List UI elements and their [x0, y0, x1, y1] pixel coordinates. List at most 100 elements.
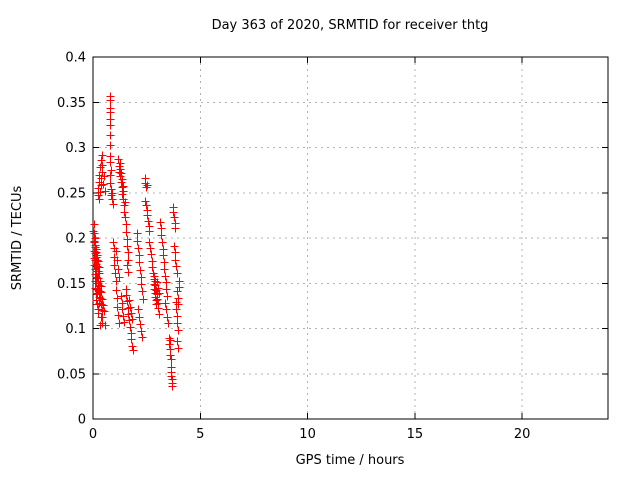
- data-point-plus-marker: [157, 231, 166, 240]
- data-point-plus-marker: [112, 247, 121, 256]
- data-point-plus-marker: [95, 281, 104, 290]
- y-tick-label: 0.35: [57, 96, 86, 111]
- data-point-plus-marker: [137, 280, 146, 289]
- data-point-plus-marker: [123, 235, 132, 244]
- data-point-plus-marker: [128, 342, 137, 351]
- data-point-plus-marker: [154, 304, 163, 313]
- data-point-plus-marker: [173, 319, 182, 328]
- data-point-plus-marker: [171, 224, 180, 233]
- data-point-plus-marker: [94, 257, 103, 266]
- data-point-plus-marker: [117, 169, 126, 178]
- data-point-plus-marker: [141, 179, 150, 188]
- data-point-plus-marker: [118, 305, 127, 314]
- data-point-plus-marker: [117, 292, 126, 301]
- data-point-plus-marker: [101, 321, 110, 330]
- data-point-plus-marker: [171, 248, 180, 257]
- data-point-plus-marker: [110, 261, 119, 270]
- data-point-plus-marker: [95, 195, 104, 204]
- data-point-plus-marker: [121, 213, 130, 222]
- data-point-plus-marker: [98, 313, 107, 322]
- data-point-plus-marker: [125, 296, 134, 305]
- data-point-plus-marker: [168, 382, 177, 391]
- data-point-layer: [89, 92, 184, 391]
- y-tick-label: 0.05: [57, 367, 86, 382]
- data-point-plus-marker: [115, 319, 124, 328]
- data-point-plus-marker: [91, 249, 100, 258]
- data-point-plus-marker: [137, 327, 146, 336]
- data-point-plus-marker: [93, 262, 102, 271]
- data-point-plus-marker: [90, 220, 99, 229]
- data-point-plus-marker: [113, 256, 122, 265]
- data-point-plus-marker: [171, 256, 180, 265]
- data-point-plus-marker: [96, 188, 105, 197]
- data-point-plus-marker: [158, 238, 167, 247]
- data-point-plus-marker: [136, 320, 145, 329]
- data-point-plus-marker: [128, 315, 137, 324]
- data-point-plus-marker: [97, 288, 106, 297]
- data-point-plus-marker: [162, 285, 171, 294]
- data-point-plus-marker: [164, 319, 173, 328]
- x-tick-label: 5: [196, 427, 204, 442]
- data-point-plus-marker: [99, 301, 108, 310]
- data-point-plus-marker: [114, 311, 123, 320]
- data-point-plus-marker: [124, 268, 133, 277]
- data-point-plus-marker: [170, 213, 179, 222]
- data-point-plus-marker: [106, 108, 115, 117]
- data-point-plus-marker: [109, 238, 118, 247]
- data-point-plus-marker: [123, 297, 132, 306]
- data-point-plus-marker: [135, 313, 144, 322]
- data-point-plus-marker: [159, 251, 168, 260]
- y-tick-label: 0.15: [57, 277, 86, 292]
- data-point-plus-marker: [116, 165, 125, 174]
- data-point-plus-marker: [141, 197, 150, 206]
- x-tick-label: 15: [407, 427, 424, 442]
- data-point-plus-marker: [175, 283, 184, 292]
- data-point-plus-marker: [106, 121, 115, 130]
- data-point-plus-marker: [124, 248, 133, 257]
- x-tick-label: 0: [89, 427, 97, 442]
- data-point-plus-marker: [155, 289, 164, 298]
- data-point-plus-marker: [98, 168, 107, 177]
- x-tick-label: 20: [514, 427, 531, 442]
- data-point-plus-marker: [98, 295, 107, 304]
- y-tick-label: 0: [78, 413, 86, 428]
- data-point-plus-marker: [174, 344, 183, 353]
- data-point-plus-marker: [135, 258, 144, 267]
- data-point-plus-marker: [137, 273, 146, 282]
- data-point-plus-marker: [160, 265, 169, 274]
- data-point-plus-marker: [120, 318, 129, 327]
- data-point-plus-marker: [113, 294, 122, 303]
- data-point-plus-marker: [166, 336, 175, 345]
- data-point-plus-marker: [106, 179, 115, 188]
- data-point-plus-marker: [121, 198, 130, 207]
- data-point-plus-marker: [139, 295, 148, 304]
- data-point-plus-marker: [173, 337, 182, 346]
- data-point-plus-marker: [172, 298, 181, 307]
- data-point-plus-marker: [161, 272, 170, 281]
- data-point-plus-marker: [154, 284, 163, 293]
- data-point-plus-marker: [96, 163, 105, 172]
- data-point-plus-marker: [167, 363, 176, 372]
- data-point-plus-marker: [173, 287, 182, 296]
- data-point-plus-marker: [150, 285, 159, 294]
- data-point-plus-marker: [122, 291, 131, 300]
- data-point-plus-marker: [106, 158, 115, 167]
- data-point-plus-marker: [145, 238, 154, 247]
- y-tick-label: 0.4: [65, 51, 86, 66]
- data-point-plus-marker: [100, 307, 109, 316]
- data-point-plus-marker: [161, 299, 170, 308]
- data-point-plus-marker: [118, 183, 127, 192]
- data-point-plus-marker: [162, 278, 171, 287]
- data-point-plus-marker: [106, 131, 115, 140]
- data-point-plus-marker: [146, 244, 155, 253]
- data-point-plus-marker: [172, 305, 181, 314]
- data-point-plus-marker: [173, 269, 182, 278]
- data-point-plus-marker: [93, 251, 102, 260]
- data-point-plus-marker: [167, 355, 176, 364]
- data-point-plus-marker: [115, 273, 124, 282]
- data-point-plus-marker: [91, 234, 100, 243]
- data-point-plus-marker: [96, 287, 105, 296]
- x-tick-label: 10: [299, 427, 316, 442]
